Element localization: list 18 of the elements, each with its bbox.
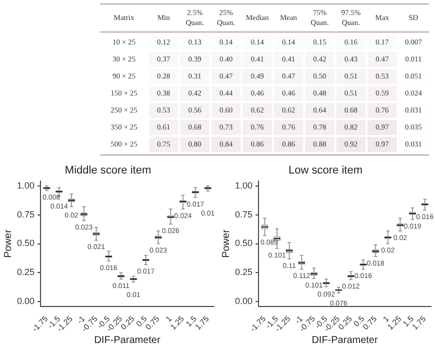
y-axis-title: Power — [220, 228, 232, 258]
y-tick-label: 0.25 — [234, 267, 253, 278]
y-tick-label: 0.75 — [234, 209, 253, 220]
y-tick-label: 0.00 — [16, 296, 35, 306]
chart-title: Low score item — [288, 164, 362, 177]
y-tick-label: 1.00 — [234, 180, 253, 190]
chart-title: Middle score item — [64, 164, 152, 177]
x-tick-label: 1 — [164, 314, 174, 324]
y-tick-label: 0.00 — [234, 296, 253, 306]
y-tick-label: 0.25 — [16, 267, 35, 278]
y-tick-label: 1.00 — [16, 180, 35, 190]
x-tick-label: 1 — [381, 314, 392, 324]
y-tick-label: 0.75 — [16, 209, 35, 220]
y-tick-label: 0.50 — [16, 238, 35, 248]
x-axis-title: DIF-Parameter — [94, 334, 161, 346]
y-tick-label: 0.50 — [234, 238, 253, 248]
x-axis-title: DIF-Parameter — [312, 334, 378, 346]
y-axis-title: Power — [2, 228, 14, 258]
